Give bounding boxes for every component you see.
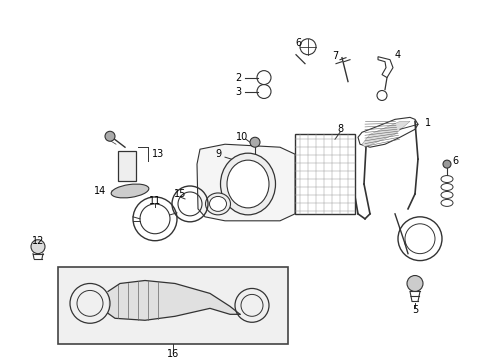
Bar — [58, 266, 287, 344]
Circle shape — [442, 160, 450, 168]
Text: 4: 4 — [394, 50, 400, 60]
Text: 8: 8 — [336, 124, 343, 134]
Polygon shape — [357, 117, 417, 147]
Text: 14: 14 — [94, 186, 106, 196]
Polygon shape — [361, 121, 409, 147]
Bar — [294, 134, 354, 214]
Text: 13: 13 — [152, 149, 164, 159]
Text: 2: 2 — [234, 73, 241, 82]
Text: 15: 15 — [173, 189, 186, 199]
Text: 10: 10 — [235, 132, 247, 142]
Text: 3: 3 — [234, 86, 241, 96]
Text: 6: 6 — [451, 156, 457, 166]
Ellipse shape — [205, 193, 230, 215]
Circle shape — [249, 137, 260, 147]
Text: 9: 9 — [215, 149, 221, 159]
Polygon shape — [377, 57, 392, 78]
Text: 16: 16 — [166, 349, 179, 359]
Circle shape — [406, 275, 422, 292]
Text: 5: 5 — [411, 305, 417, 315]
Circle shape — [105, 131, 115, 141]
Bar — [118, 151, 136, 181]
Circle shape — [31, 240, 45, 254]
Text: 1: 1 — [424, 118, 430, 128]
Text: 11: 11 — [148, 196, 161, 206]
Ellipse shape — [209, 197, 226, 211]
Ellipse shape — [226, 160, 268, 208]
Text: 7: 7 — [331, 51, 337, 61]
Polygon shape — [108, 280, 240, 320]
Ellipse shape — [111, 184, 148, 198]
Polygon shape — [197, 144, 294, 221]
Ellipse shape — [220, 153, 275, 215]
Text: 12: 12 — [32, 236, 44, 246]
Text: 6: 6 — [294, 38, 301, 48]
